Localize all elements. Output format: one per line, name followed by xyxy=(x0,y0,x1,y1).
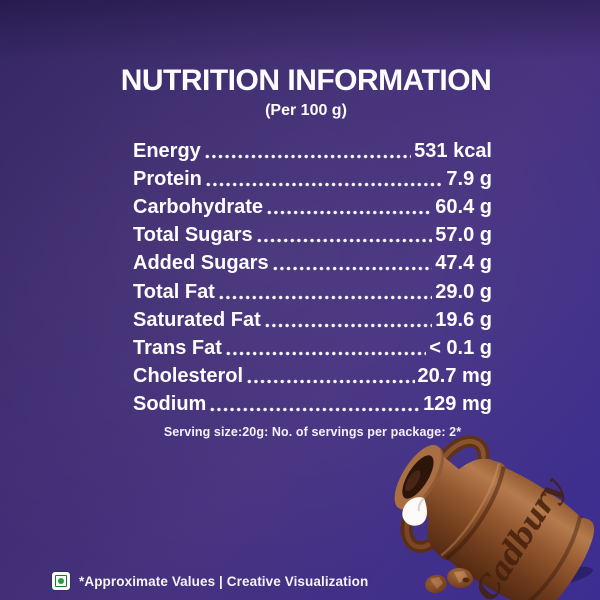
dotted-leader xyxy=(263,322,433,328)
chocolate-jug-illustration: Cadbury xyxy=(394,435,594,600)
per-100g-subtitle: (Per 100 g) xyxy=(265,102,347,119)
nutrient-label: Cholesterol xyxy=(133,364,244,387)
dotted-leader xyxy=(217,294,433,300)
dotted-leader xyxy=(204,182,444,188)
jug-ridge-lower xyxy=(522,515,583,600)
dotted-leader xyxy=(246,378,415,384)
nutrient-label: Added Sugars xyxy=(133,252,269,275)
jug-body xyxy=(403,451,594,600)
milk-drop-icon xyxy=(402,497,427,526)
nutrient-label: Protein xyxy=(133,168,202,191)
nutrient-value: 20.7 mg xyxy=(417,364,492,387)
nutrient-label: Trans Fat xyxy=(133,336,222,359)
dotted-leader xyxy=(266,210,433,216)
nutrient-label: Sodium xyxy=(133,392,207,415)
dotted-leader xyxy=(255,238,433,244)
dotted-leader xyxy=(203,154,412,160)
nutrient-value: 129 mg xyxy=(423,392,492,415)
nutrition-row: Cholesterol 20.7 mg xyxy=(133,360,492,388)
nutrient-label: Carbohydrate xyxy=(133,196,264,219)
serving-size-note: Serving size:20g: No. of servings per pa… xyxy=(163,424,462,439)
dotted-leader xyxy=(271,266,433,272)
nutrition-table: Energy 531 kcal Protein 7.9 g Carbohydra… xyxy=(133,135,492,439)
nutrient-value: 60.4 g xyxy=(435,196,492,219)
panel-header: NUTRITION INFORMATION (Per 100 g) xyxy=(12,0,600,121)
nutrient-value: 531 kcal xyxy=(414,140,492,163)
veg-mark-icon xyxy=(52,572,70,590)
footnote-bar: *Approximate Values | Creative Visualiza… xyxy=(52,572,368,590)
nutrient-value: 19.6 g xyxy=(435,308,492,331)
nutrient-value: 47.4 g xyxy=(435,252,492,275)
dotted-leader xyxy=(224,350,427,356)
veg-mark-border xyxy=(55,575,67,587)
milk-drop-shade xyxy=(417,497,425,512)
jug-mouth-inner-shade xyxy=(405,470,421,492)
nutrition-row: Sodium 129 mg xyxy=(133,388,492,416)
nutrient-label: Saturated Fat xyxy=(133,308,261,331)
veg-mark-dot xyxy=(58,578,64,584)
jug-handle-top-highlight xyxy=(441,439,486,461)
jug-ridge-upper xyxy=(444,466,506,561)
nutrient-value: 29.0 g xyxy=(435,280,492,303)
nutrition-row: Trans Fat < 0.1 g xyxy=(133,332,492,360)
approximate-values-note: *Approximate Values | Creative Visualiza… xyxy=(79,573,369,589)
chocolate-chunks xyxy=(425,567,473,594)
nutrition-row: Added Sugars 47.4 g xyxy=(133,247,492,275)
dotted-leader xyxy=(209,406,421,412)
nutrient-value: 57.0 g xyxy=(435,224,492,247)
jug-body-group: Cadbury xyxy=(394,435,594,600)
nutrition-row: Energy 531 kcal xyxy=(133,135,492,163)
nutrition-row: Total Fat 29.0 g xyxy=(133,275,492,303)
nutrition-row: Total Sugars 57.0 g xyxy=(133,219,492,247)
nutrition-row: Carbohydrate 60.4 g xyxy=(133,191,492,219)
page-title: NUTRITION INFORMATION xyxy=(120,64,492,97)
nutrition-row: Protein 7.9 g xyxy=(133,163,492,191)
nutrient-label: Energy xyxy=(133,140,201,163)
jug-ridge-upper-highlight xyxy=(440,463,500,557)
nutrient-value: 7.9 g xyxy=(446,168,492,191)
nutrient-label: Total Fat xyxy=(133,280,215,303)
nutrient-label: Total Sugars xyxy=(133,224,253,247)
nutrient-value: < 0.1 g xyxy=(429,336,492,359)
nutrition-row: Saturated Fat 19.6 g xyxy=(133,304,492,332)
